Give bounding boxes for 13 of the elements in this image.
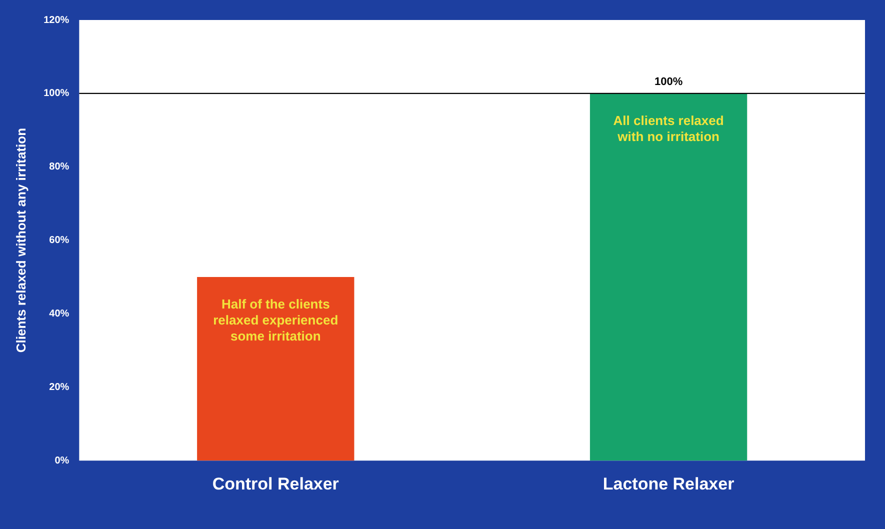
y-tick-label: 20% bbox=[49, 382, 70, 393]
x-tick-label: Control Relaxer bbox=[212, 474, 340, 494]
y-tick-label: 40% bbox=[49, 308, 70, 320]
data-label: 100% bbox=[654, 76, 683, 88]
y-tick-label: 0% bbox=[54, 455, 70, 466]
annotation: Half of the clients relaxed experienced some irritation bbox=[213, 296, 338, 344]
y-tick-label: 120% bbox=[44, 14, 70, 26]
y-tick-label: 100% bbox=[44, 88, 70, 100]
x-tick-label: Lactone Relaxer bbox=[602, 474, 735, 494]
y-tick-label: 60% bbox=[49, 235, 70, 246]
annotation: All clients relaxed with no irritation bbox=[613, 113, 724, 144]
y-axis-title: Clients relaxed without any irritation bbox=[13, 128, 28, 353]
y-tick-label: 80% bbox=[49, 162, 70, 173]
